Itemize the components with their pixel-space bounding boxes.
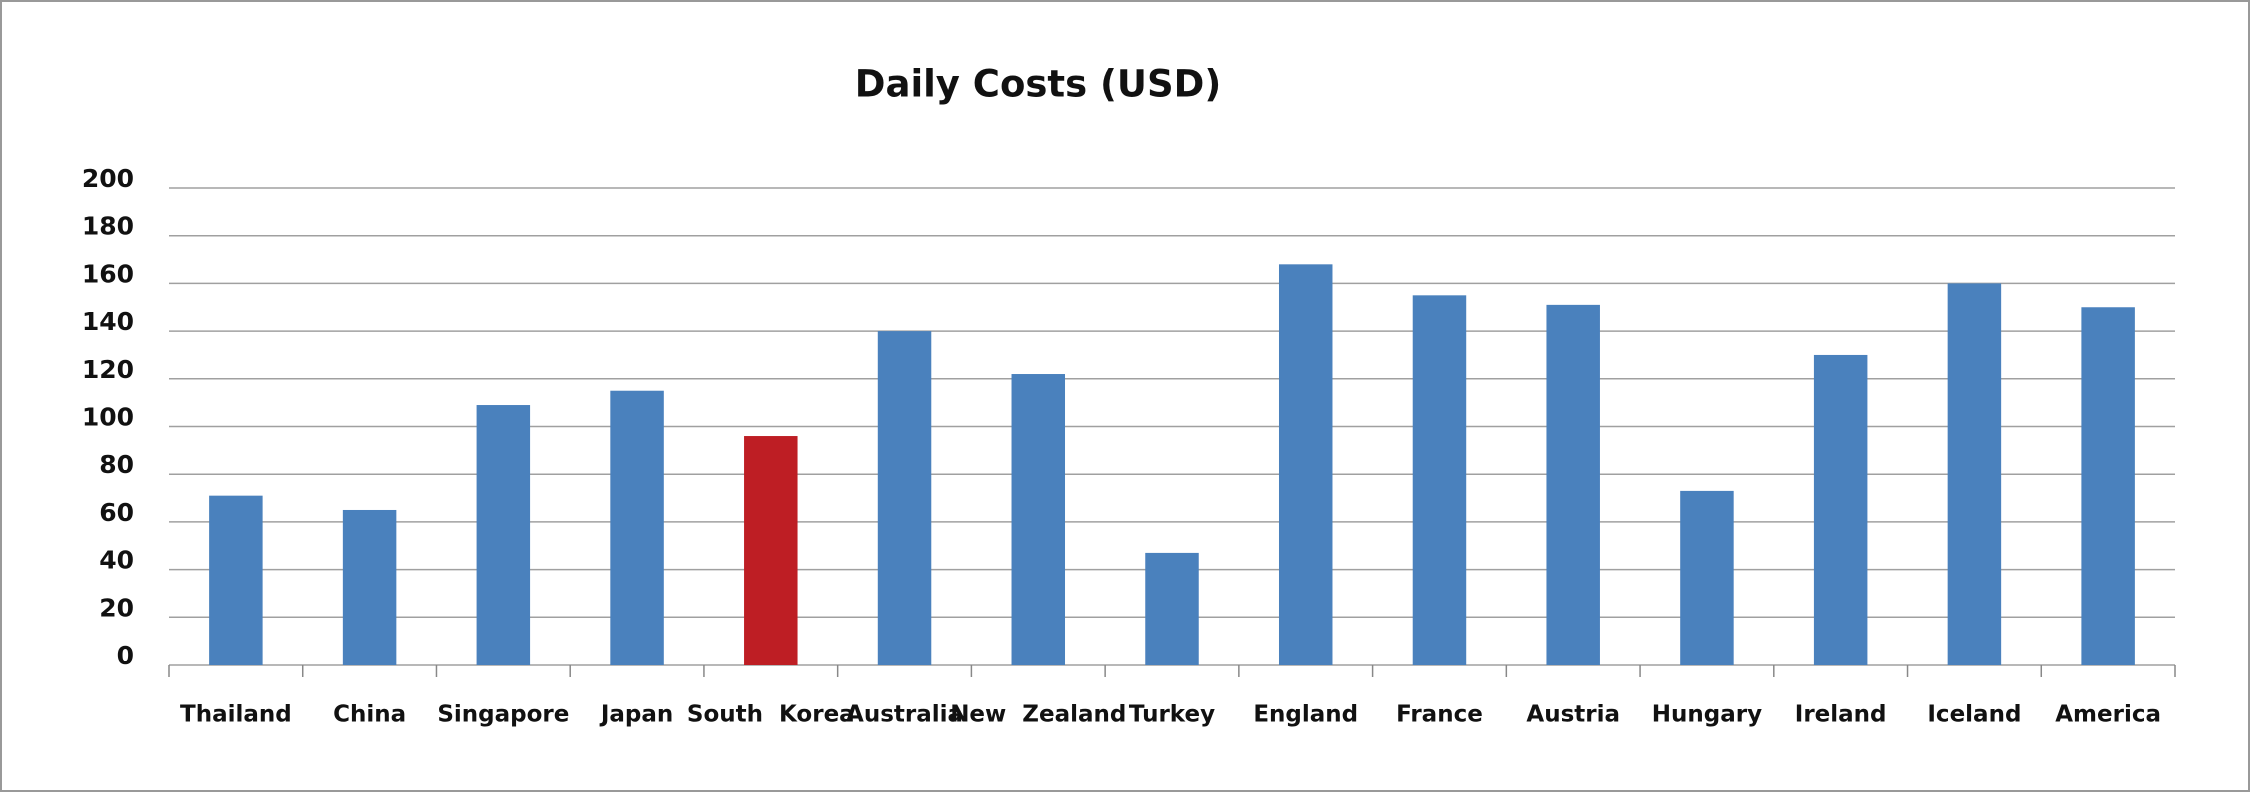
x-tick-label: South Korea [687,702,855,728]
x-tick-label: America [2055,702,2161,728]
x-tick-label: New Zealand [950,702,1126,728]
bar [209,495,263,665]
bar [1546,304,1600,665]
x-tick-label: Turkey [1129,702,1215,728]
bar [342,509,397,665]
y-tick-label: 160 [82,259,134,288]
x-tick-label: Thailand [180,702,292,728]
y-tick-label: 20 [99,593,134,622]
bar [1680,490,1734,665]
x-tick-label: Australia [846,702,963,728]
y-tick-label: 120 [82,355,134,384]
bar [1813,354,1868,665]
x-tick-label: Iceland [1927,702,2021,728]
x-tick-label: Austria [1526,702,1620,728]
bar [476,405,531,665]
bar [1011,374,1066,665]
y-tick-label: 100 [82,403,134,432]
y-tick-label: 40 [99,546,134,575]
bar [1947,283,2002,665]
x-tick-label: Japan [599,702,673,728]
x-tick-label: England [1253,702,1358,728]
x-tick-label: Ireland [1795,702,1887,728]
bar [1278,264,1333,665]
bar [744,436,798,665]
y-tick-label: 0 [117,641,134,670]
x-tick-label: Singapore [437,702,569,728]
bar [2081,307,2135,665]
y-tick-label: 140 [82,307,134,336]
bar [610,390,664,665]
y-tick-label: 200 [82,164,134,193]
y-tick-label: 60 [99,498,134,527]
x-tick-label: Hungary [1652,702,1762,728]
y-tick-label: 80 [99,450,134,479]
y-tick-label: 180 [82,212,134,241]
x-tick-label: France [1396,702,1483,728]
chart-title: Daily Costs (USD) [855,63,1221,106]
x-tick-label: China [333,702,406,728]
bar [1145,552,1199,665]
bar [1412,295,1467,665]
bar [877,331,932,665]
